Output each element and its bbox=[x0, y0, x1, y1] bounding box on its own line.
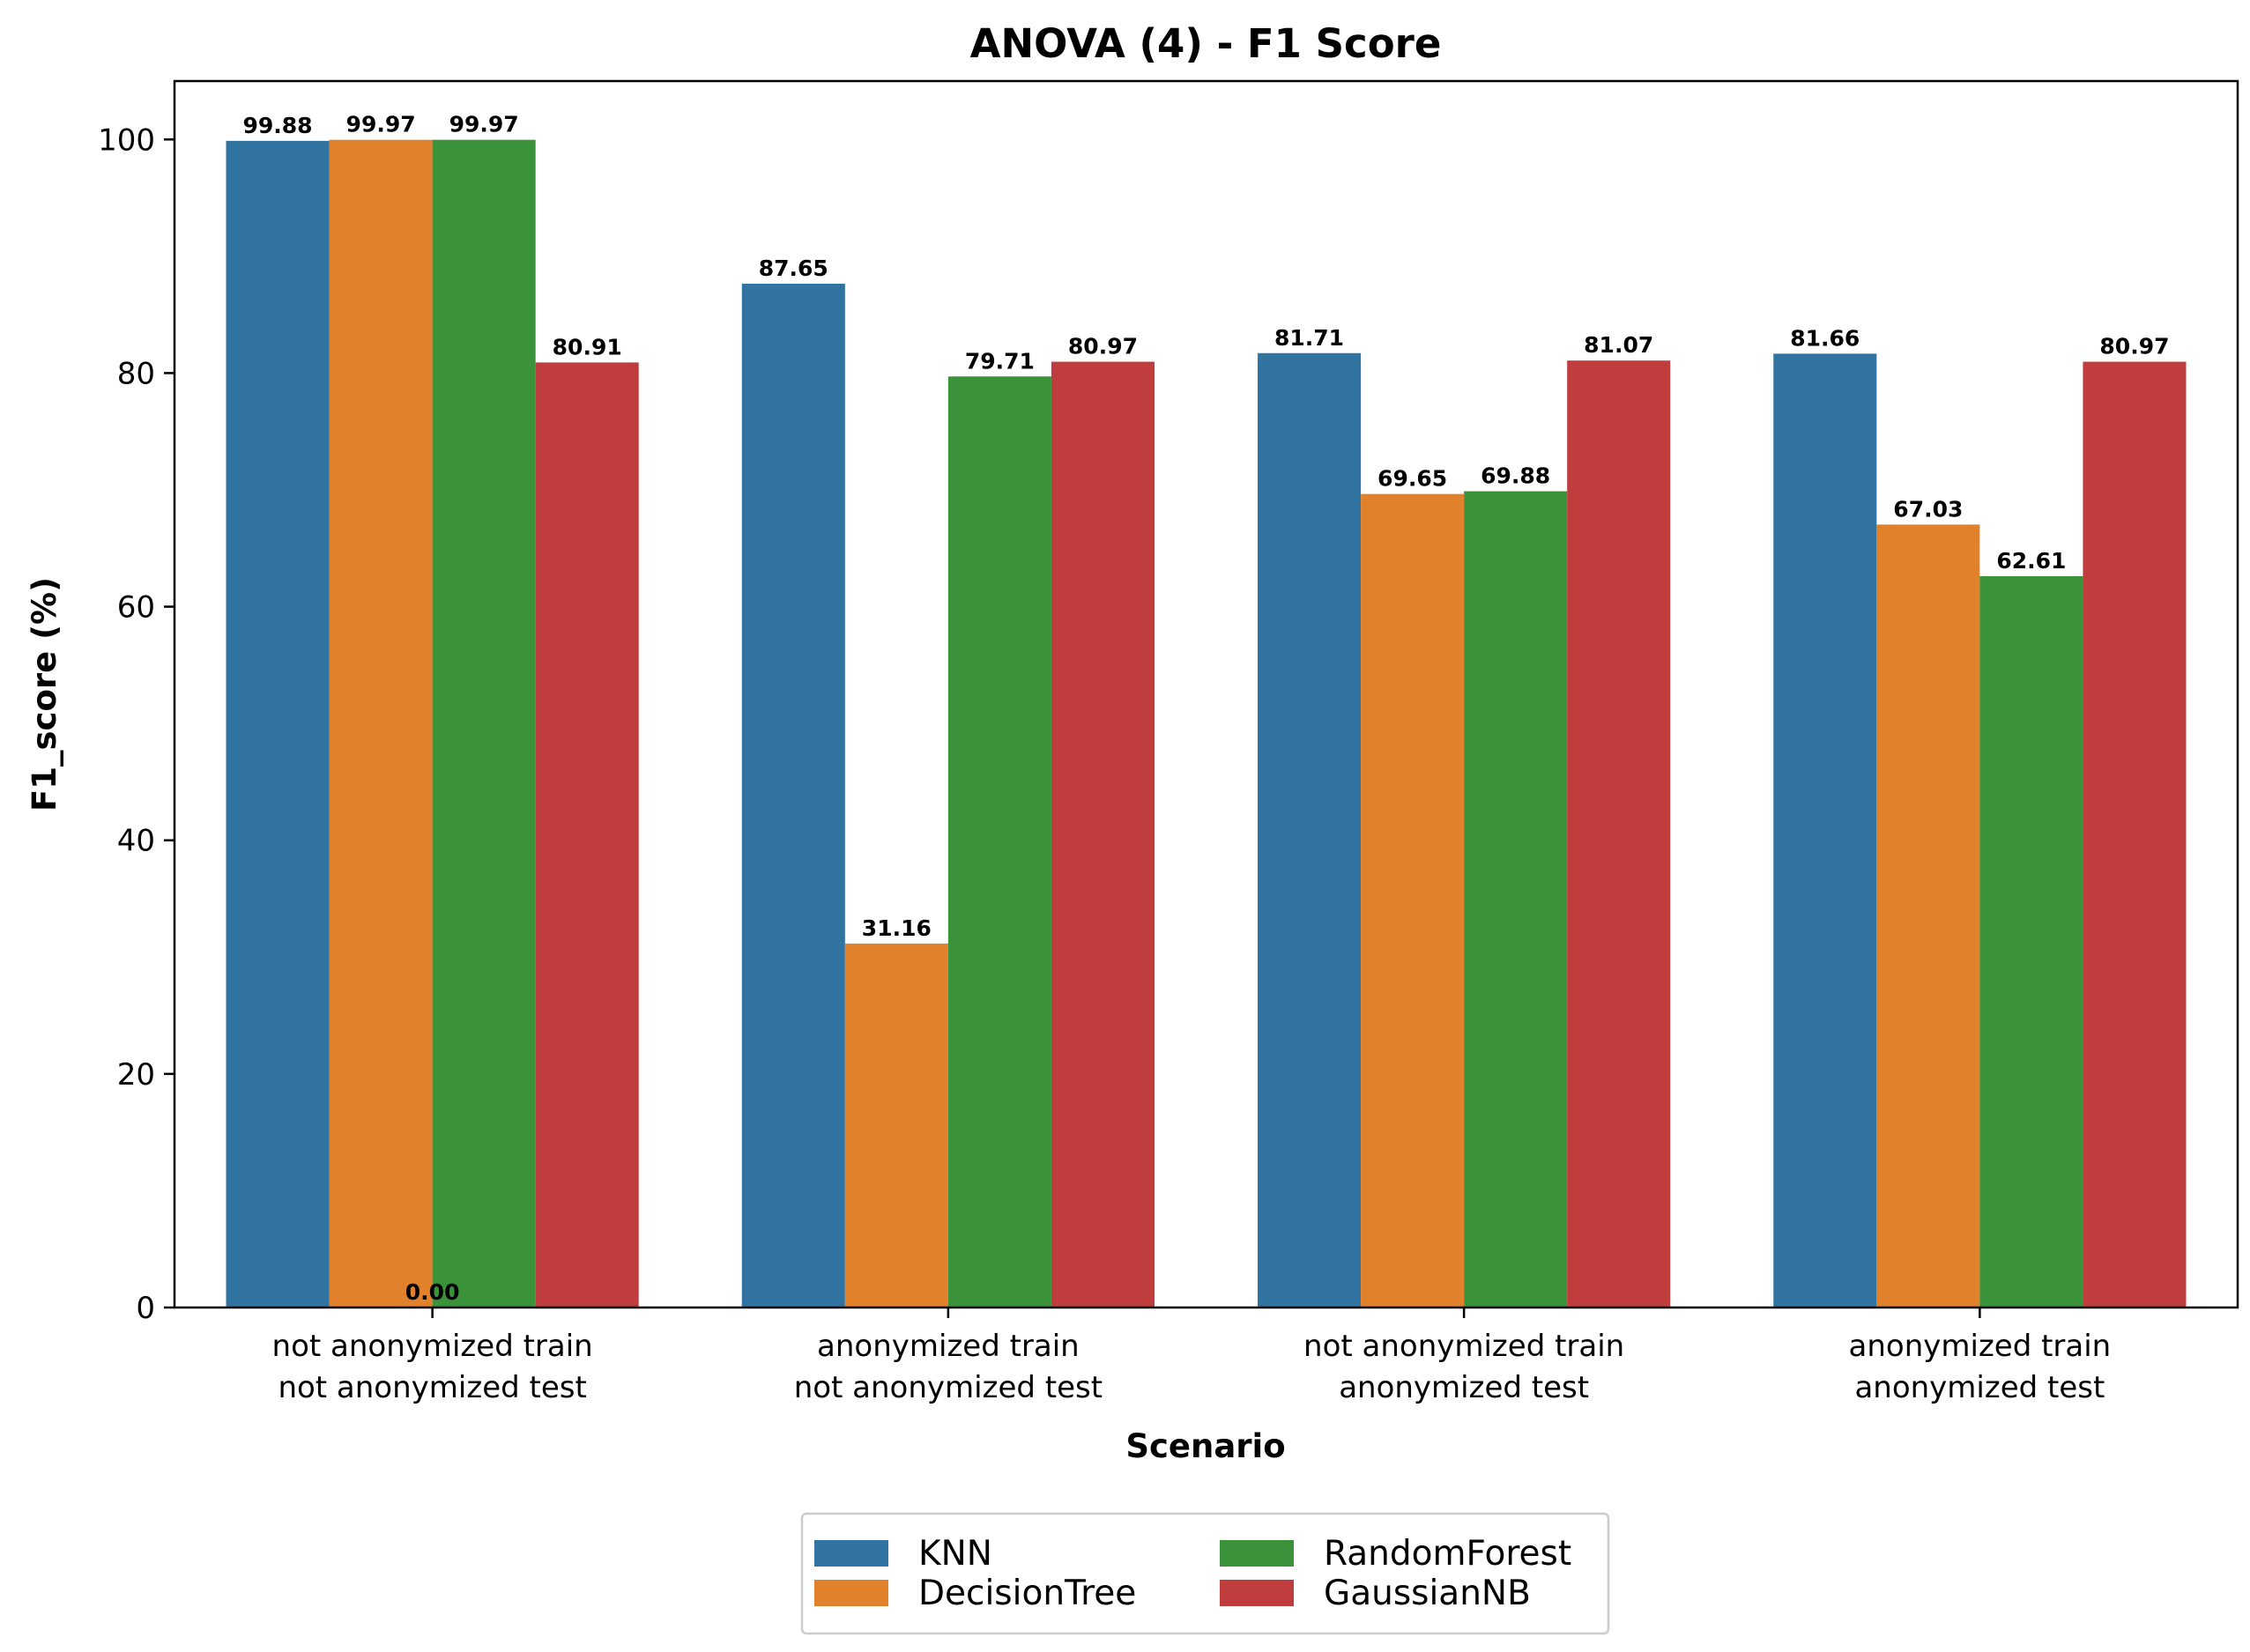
x-tick-label: anonymized train not anonymized test bbox=[794, 1329, 1103, 1405]
legend-swatch-gaussiannb bbox=[1220, 1580, 1294, 1606]
x-axis: not anonymized train not anonymized test a… bbox=[272, 1308, 2112, 1405]
bar-value-label: 67.03 bbox=[1893, 496, 1963, 522]
y-tick-label: 0 bbox=[136, 1291, 155, 1326]
y-axis-label: F1_score (%) bbox=[26, 577, 63, 811]
bar-value-label: 87.65 bbox=[759, 256, 828, 281]
legend-frame bbox=[800, 1512, 1610, 1635]
legend-label: DecisionTree bbox=[918, 1574, 1136, 1613]
chart-title: ANOVA (4) - F1 Score bbox=[970, 20, 1442, 67]
x-axis-label: Scenario bbox=[1125, 1427, 1285, 1465]
legend-label: GaussianNB bbox=[1324, 1574, 1531, 1613]
bar-value-label: 80.97 bbox=[1068, 334, 1138, 359]
bar-randomforest bbox=[947, 376, 1051, 1308]
bar-randomforest bbox=[432, 139, 536, 1308]
bar-value-label: 81.07 bbox=[1584, 332, 1653, 358]
bar-value-label: 99.88 bbox=[243, 113, 313, 138]
bar-decisiontree bbox=[1876, 524, 1980, 1308]
bar-labels-layer: 99.88 87.65 81.71 81.66 99.97 31.16 69.65 67.03… bbox=[243, 112, 2170, 1305]
y-tick-label: 40 bbox=[117, 824, 155, 859]
plot-area-frame bbox=[173, 79, 2239, 1309]
bar-knn bbox=[226, 140, 330, 1308]
bar-gaussiannb bbox=[1567, 360, 1671, 1308]
bars-layer bbox=[226, 139, 2187, 1308]
bar-gaussiannb bbox=[1051, 361, 1155, 1308]
bar-randomforest bbox=[1979, 575, 2083, 1308]
bar-value-label: 62.61 bbox=[1996, 548, 2066, 574]
x-tick-label: not anonymized train not anonymized test bbox=[272, 1329, 593, 1405]
legend-swatch-decisiontree bbox=[814, 1580, 888, 1606]
bar-value-label: 81.71 bbox=[1274, 325, 1344, 351]
bar-gaussiannb bbox=[2083, 361, 2187, 1308]
legend-label: KNN bbox=[918, 1534, 992, 1574]
bar-knn bbox=[1258, 352, 1362, 1308]
y-tick-label: 80 bbox=[117, 356, 155, 391]
bar-value-label: 69.65 bbox=[1377, 466, 1447, 492]
bar-randomforest bbox=[1464, 491, 1568, 1308]
bar-gaussiannb bbox=[535, 362, 639, 1308]
y-axis: 0 20 40 60 80 100 bbox=[98, 122, 175, 1326]
bar-value-label: 80.97 bbox=[2099, 334, 2169, 359]
y-tick-label: 20 bbox=[117, 1057, 155, 1093]
bar-value-label: 80.91 bbox=[553, 334, 622, 359]
x-tick-label: anonymized train anonymized test bbox=[1849, 1329, 2112, 1405]
y-tick-label: 100 bbox=[98, 122, 155, 158]
bar-value-label: 79.71 bbox=[965, 348, 1035, 374]
x-tick-label: not anonymized train anonymized test bbox=[1303, 1329, 1624, 1405]
bar-value-label: 81.66 bbox=[1790, 325, 1860, 351]
bar-knn bbox=[1773, 353, 1877, 1308]
bar-decisiontree bbox=[1361, 493, 1465, 1308]
bar-value-label: 99.97 bbox=[346, 112, 416, 137]
y-tick-label: 60 bbox=[117, 590, 155, 626]
legend-swatch-knn bbox=[814, 1540, 888, 1567]
bar-value-label: 99.97 bbox=[449, 112, 519, 137]
bar-value-label: 0.00 bbox=[405, 1279, 460, 1305]
bar-decisiontree bbox=[844, 943, 948, 1308]
bar-value-label: 69.88 bbox=[1481, 463, 1550, 489]
bar-value-label: 31.16 bbox=[862, 915, 932, 941]
legend-swatch-randomforest bbox=[1220, 1540, 1294, 1567]
bar-knn bbox=[741, 284, 845, 1308]
bar-decisiontree bbox=[329, 139, 433, 1308]
legend-label: RandomForest bbox=[1324, 1534, 1571, 1574]
